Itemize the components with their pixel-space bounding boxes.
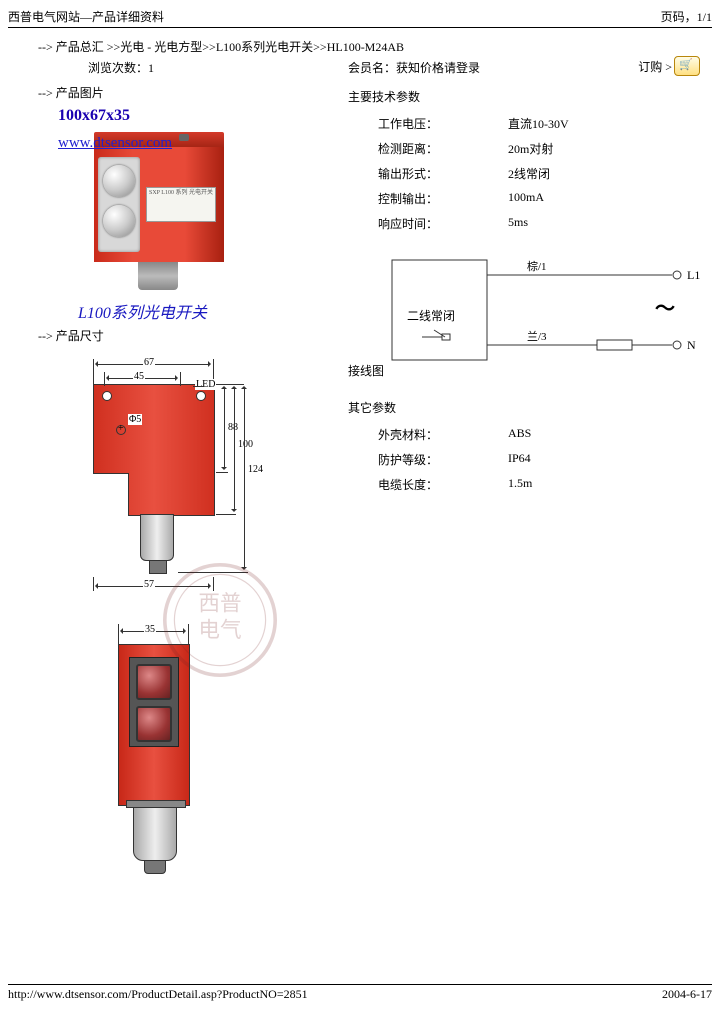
wiring-section: 接线图 二线常闭 棕/1 L1 兰/3 N [348,247,712,379]
site-title: 西普电气网站—产品详细资料 [8,8,164,25]
product-size-header: --> 产品尺寸 [38,327,308,344]
footer-date: 2004-6-17 [662,987,712,1002]
main-specs-header: 主要技术参数 [348,88,712,105]
order-label: 订购 > [638,58,672,75]
terminal-n: N [687,338,696,352]
wiring-header: 接线图 [348,364,384,378]
series-caption: L100系列光电开关 [78,299,207,323]
other-specs: 其它参数 外壳材料：ABS 防护等级：IP64 电缆长度：1.5m [348,399,712,493]
wire-brown: 棕/1 [527,259,547,273]
dimension-overlay: 100x67x35 [58,107,130,124]
watermark-url[interactable]: www.dtsensor.com [58,135,172,152]
wire-blue: 兰/3 [527,330,547,343]
wiring-box-label: 二线常闭 [407,309,455,323]
dim-35: 35 [144,624,156,635]
view-count: 浏览次数：1 [88,59,348,76]
technical-drawing: 67 45 LED Φ5 88 100 124 57 [48,354,278,894]
footer-url[interactable]: http://www.dtsensor.com/ProductDetail.as… [8,987,308,1002]
front-view [118,644,190,806]
sensor-3d-render: SXP L100 系列 光电开关 [94,132,224,272]
page-header: 西普电气网站—产品详细资料 页码，1/1 [8,8,712,28]
dim-45: 45 [133,371,145,382]
product-image-header: --> 产品图片 [38,84,308,101]
dim-phi5: Φ5 [128,414,142,425]
page-number: 页码，1/1 [661,8,712,25]
subheader: 浏览次数：1 会员名：获知价格请登录 [8,59,712,76]
wiring-diagram-svg: 二线常闭 棕/1 L1 兰/3 N ～ [387,255,707,375]
dim-124: 124 [247,464,264,475]
dim-100: 100 [237,439,254,450]
dim-88: 88 [227,422,239,433]
cart-icon [674,56,700,76]
led-label: LED [195,379,216,390]
page-footer: http://www.dtsensor.com/ProductDetail.as… [8,984,712,1002]
order-button[interactable]: 订购 > [638,56,700,76]
terminal-l1: L1 [687,268,700,282]
dim-67: 67 [143,357,155,368]
product-photo: 100x67x35 www.dtsensor.com SXP L100 系列 光… [58,107,268,317]
ac-symbol: ～ [655,298,675,320]
other-specs-header: 其它参数 [348,399,712,416]
breadcrumb[interactable]: --> 产品总汇 >>光电 - 光电方型>>L100系列光电开关>>HL100-… [8,38,712,55]
main-specs: 主要技术参数 工作电压：直流10-30V 检测距离：20m对射 输出形式：2线常… [348,88,712,232]
label-plate: SXP L100 系列 光电开关 [146,187,216,222]
dim-57: 57 [143,579,155,590]
